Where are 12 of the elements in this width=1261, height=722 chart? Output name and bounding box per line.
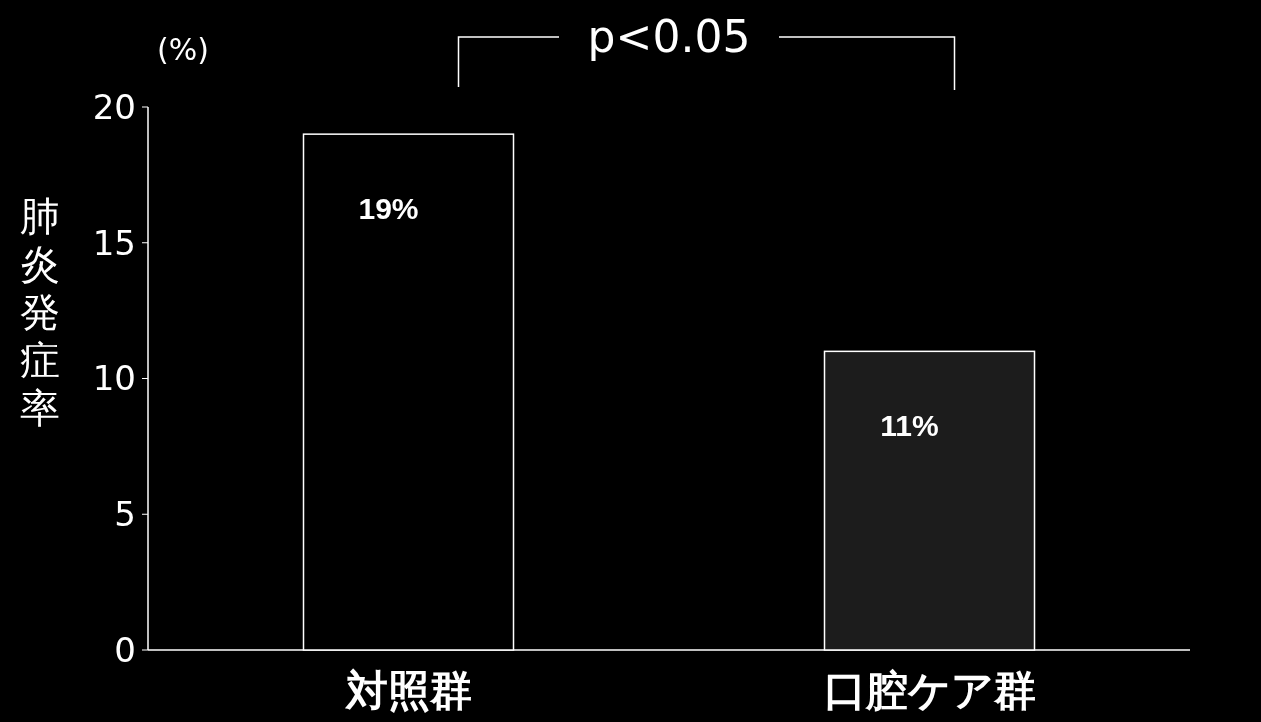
y-tick-label: 10 bbox=[92, 358, 136, 399]
y-axis-title: 肺炎発症率 bbox=[20, 193, 60, 431]
y-tick-label: 5 bbox=[114, 494, 136, 535]
y-tick-label: 0 bbox=[114, 629, 136, 670]
x-tick-label: 対照群 bbox=[343, 666, 472, 715]
text: p<0.05 bbox=[587, 11, 751, 63]
x-tick-label: 口腔ケア群 bbox=[823, 666, 1036, 715]
text: (%) bbox=[157, 32, 209, 67]
y-tick-label: 15 bbox=[92, 222, 136, 263]
data-label: 11% bbox=[880, 409, 939, 443]
y-tick-label: 20 bbox=[92, 86, 136, 127]
data-label: 19% bbox=[358, 192, 419, 226]
